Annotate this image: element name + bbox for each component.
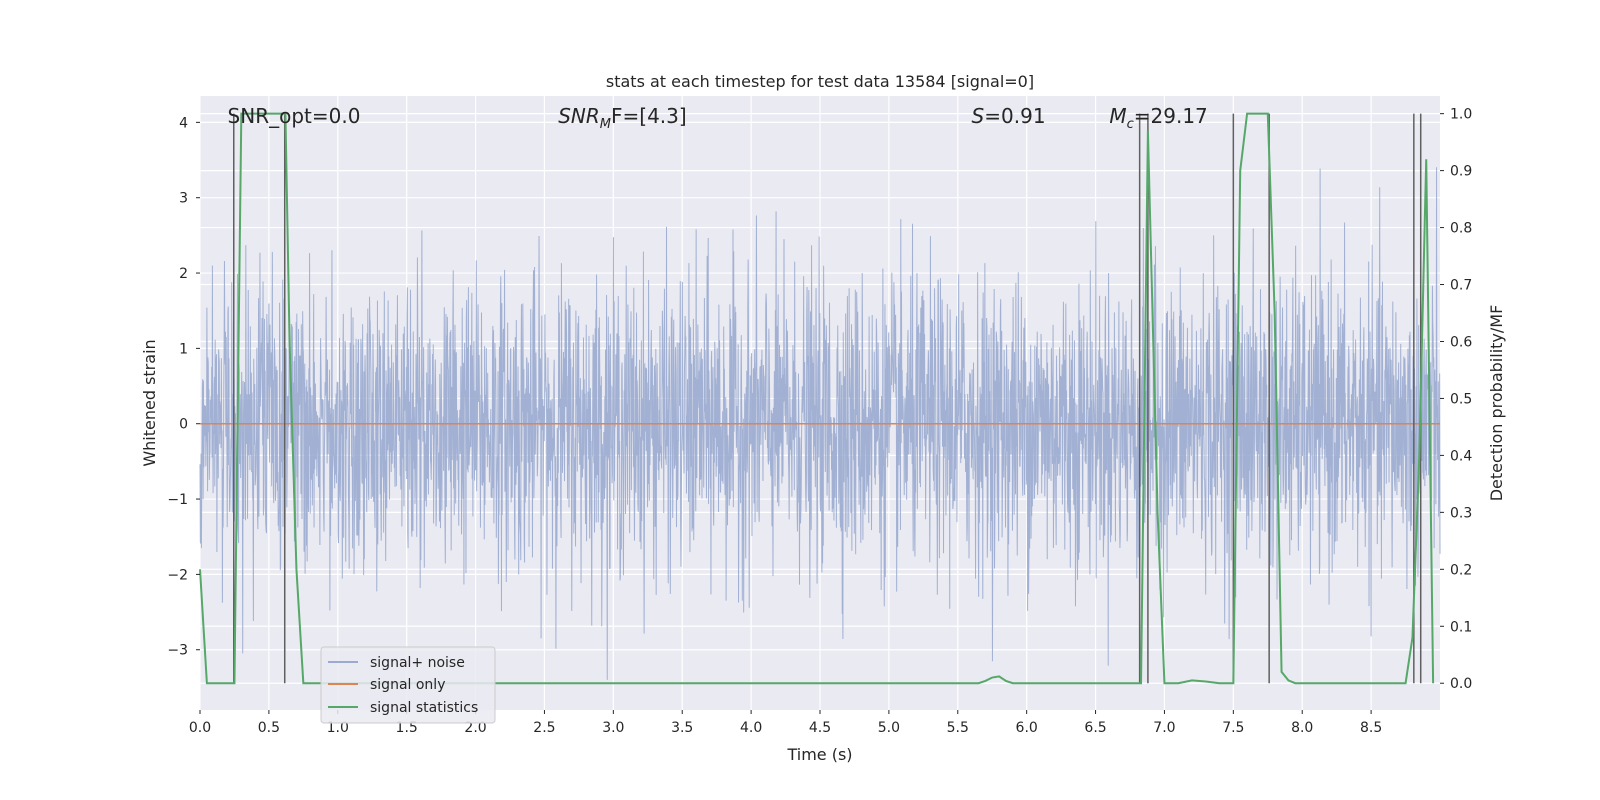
x-tick-label: 7.5: [1222, 720, 1244, 736]
y-axis-right-ticks: 1.0 0.9 0.8 0.7 0.6 0.5 0.4 0.3 0.2 0.1 0.0: [1440, 107, 1472, 692]
legend-box: [320, 646, 496, 724]
x-tick-label: 8.0: [1291, 720, 1313, 736]
x-tick-label: 6.0: [1016, 720, 1038, 736]
annotation-2: S=0.91: [972, 104, 1046, 128]
annotation-1: SNRMF=[4.3]: [558, 104, 686, 132]
y-right-tick-label: 0.0: [1450, 676, 1472, 692]
y-right-tick-label: 1.0: [1450, 107, 1472, 123]
annotation-3: Mc=29.17: [1109, 104, 1207, 132]
y-left-tick-label: 0: [179, 417, 188, 433]
y-left-tick-label: −1: [167, 492, 188, 508]
legend-label-signal-only: signal only: [370, 677, 445, 693]
y-left-tick-label: −2: [167, 567, 188, 583]
y-left-tick-label: 2: [179, 266, 188, 282]
x-axis-label: Time (s): [786, 745, 852, 764]
chart-title: stats at each timestep for test data 135…: [606, 72, 1034, 91]
y-right-tick-label: 0.1: [1450, 619, 1472, 635]
y-right-tick-label: 0.5: [1450, 391, 1472, 407]
x-tick-label: 2.0: [464, 720, 486, 736]
y-right-tick-label: 0.8: [1450, 221, 1472, 237]
x-tick-label: 7.0: [1153, 720, 1175, 736]
y-right-tick-label: 0.4: [1450, 448, 1472, 464]
x-tick-label: 3.5: [671, 720, 693, 736]
annotation-0: SNR_opt=0.0: [228, 104, 361, 128]
y-right-tick-label: 0.3: [1450, 505, 1472, 521]
y-right-tick-label: 0.7: [1450, 278, 1472, 294]
x-tick-label: 3.0: [602, 720, 624, 736]
x-tick-label: 5.5: [947, 720, 969, 736]
y-left-tick-label: 1: [179, 341, 188, 357]
legend: signal+ noise signal only signal statist…: [320, 646, 496, 724]
x-tick-label: 8.5: [1360, 720, 1382, 736]
series-signal-statistics: [199, 112, 1435, 685]
y-axis-right-label: Detection probability/MF: [1487, 305, 1506, 502]
annotations: SNR_opt=0.0 SNRMF=[4.3] S=0.91 Mc=29.17: [228, 104, 1208, 132]
x-tick-label: 2.5: [533, 720, 555, 736]
y-left-tick-label: 4: [179, 115, 188, 131]
legend-label-signal-noise: signal+ noise: [370, 655, 465, 671]
x-tick-label: 5.0: [878, 720, 900, 736]
x-tick-label: 1.5: [396, 720, 418, 736]
y-right-tick-label: 0.2: [1450, 562, 1472, 578]
y-right-tick-label: 0.6: [1450, 334, 1472, 350]
x-tick-label: 6.5: [1084, 720, 1106, 736]
x-tick-label: 4.5: [809, 720, 831, 736]
y-left-tick-label: 3: [179, 191, 188, 207]
x-axis-ticks: 0.0 0.5 1.0 1.5 2.0 2.5 3.0 3.5 4.0 4.5 5.0 5.5 6.0 6…: [189, 710, 1382, 736]
x-tick-label: 4.0: [740, 720, 762, 736]
y-right-tick-label: 0.9: [1450, 164, 1472, 180]
signal-statistics-line: [199, 112, 1435, 685]
x-tick-label: 0.5: [258, 720, 280, 736]
y-left-tick-label: −3: [167, 643, 188, 659]
legend-label-signal-statistics: signal statistics: [370, 700, 478, 716]
y-axis-left-label: Whitened strain: [140, 339, 159, 466]
y-axis-left-ticks: 4 3 2 1 0 −1 −2 −3: [167, 115, 200, 659]
x-tick-label: 1.0: [327, 720, 349, 736]
x-tick-label: 0.0: [189, 720, 211, 736]
